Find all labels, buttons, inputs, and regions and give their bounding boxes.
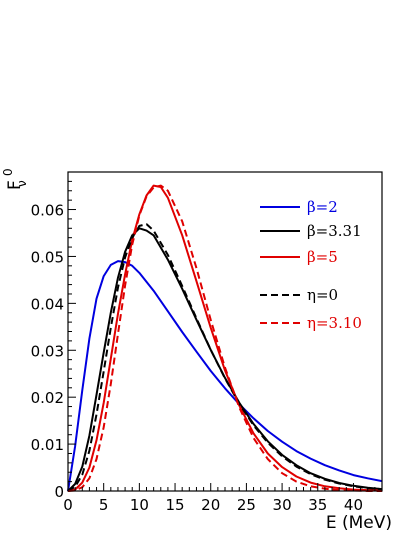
x-axis-label: E (MeV) — [326, 513, 392, 533]
x-tick-label: 30 — [273, 496, 292, 514]
y-axis-label-main: F — [5, 180, 25, 190]
legend-label-eta-3-10: η=3.10 — [307, 314, 362, 332]
x-tick-label: 5 — [99, 496, 109, 514]
y-tick-label: 0.04 — [31, 295, 64, 313]
x-tick-labels: 0 5 10 15 20 25 30 35 40 — [63, 496, 363, 514]
y-tick-label: 0.06 — [31, 202, 64, 220]
x-tick-label: 35 — [308, 496, 327, 514]
legend-label-beta-5: β=5 — [307, 248, 338, 266]
x-tick-label: 15 — [165, 496, 184, 514]
legend: β=2 β=3.31 β=5 η=0 η=3.10 — [260, 198, 362, 332]
y-tick-label: 0.03 — [31, 342, 64, 360]
y-axis-label-sub: ν — [15, 180, 29, 187]
x-tick-label: 0 — [63, 496, 73, 514]
y-tick-label: 0 — [54, 483, 64, 501]
x-tick-label: 20 — [201, 496, 220, 514]
y-tick-labels: 0 0.01 0.02 0.03 0.04 0.05 0.06 — [31, 202, 64, 501]
series-line-beta-2 — [67, 260, 383, 492]
series-line-beta-5 — [67, 184, 383, 492]
axis-ticks — [67, 180, 383, 492]
series-line-eta-0 — [67, 223, 383, 492]
y-axis-label: F ν 0 — [1, 168, 29, 190]
x-tick-label: 25 — [237, 496, 256, 514]
y-axis-label-sup: 0 — [1, 168, 15, 176]
x-tick-label: 10 — [130, 496, 149, 514]
legend-label-eta-0: η=0 — [307, 286, 338, 304]
y-tick-label: 0.02 — [31, 389, 64, 407]
x-tick-label: 40 — [344, 496, 363, 514]
y-tick-label: 0.05 — [31, 248, 64, 266]
curves — [67, 184, 383, 492]
y-tick-label: 0.01 — [31, 436, 64, 454]
legend-label-beta-2: β=2 — [307, 198, 338, 216]
legend-label-beta-3-31: β=3.31 — [307, 222, 362, 240]
series-line-eta-3-10 — [67, 184, 382, 492]
